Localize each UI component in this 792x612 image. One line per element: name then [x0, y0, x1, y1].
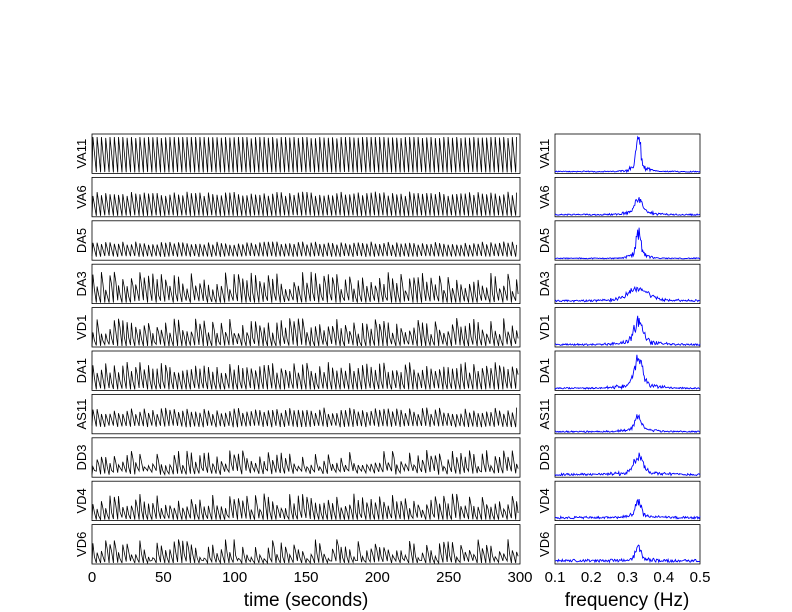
time-series-trace [91, 136, 517, 173]
frequency-tick-label: 0.1 [545, 569, 566, 586]
time-panel-vd6 [91, 524, 521, 565]
time-series-trace [91, 407, 517, 428]
time-panel-label: DD3 [74, 444, 89, 470]
spectrum-panel-va6 [554, 176, 701, 218]
time-panel-va6 [91, 176, 521, 218]
spectrum-panel-label: AS11 [537, 399, 552, 430]
frequency-tick-label: 0.2 [581, 569, 602, 586]
panels: VA11 VA11 VA6 VA6 DA5 DA5 DA3 DA3 VD1 VD1 DA1 DA1 AS… [74, 133, 701, 565]
time-series-trace [91, 539, 519, 565]
time-tick-label: 300 [507, 569, 532, 586]
spectrum-panel-label: DA3 [537, 271, 552, 296]
time-panel-dd3 [91, 437, 521, 478]
spectrum-panel-label: VD1 [537, 315, 552, 340]
time-series-trace [91, 361, 519, 390]
spectrum-panel-vd6 [554, 524, 701, 565]
time-series-trace [91, 241, 517, 257]
time-panel-label: AS11 [74, 399, 89, 430]
spectrum-panel-vd4 [554, 480, 701, 522]
spectrum-trace [554, 227, 701, 260]
time-panel-da5 [91, 220, 521, 261]
spectrum-trace [554, 414, 701, 434]
spectrum-panel-label: DD3 [537, 444, 552, 470]
time-tick-label: 200 [365, 569, 390, 586]
time-series-trace [91, 271, 519, 303]
spectrum-panel-da5 [554, 220, 701, 261]
time-tick-label: 0 [88, 569, 96, 586]
spectrum-panel-dd3 [554, 437, 701, 478]
time-panel-label: VD1 [74, 315, 89, 340]
spectrum-panel-label: VA6 [537, 185, 552, 209]
time-tick-label: 100 [222, 569, 247, 586]
time-series-trace [91, 450, 519, 476]
time-panel-da1 [91, 350, 521, 391]
frequency-tick-label: 0.3 [617, 569, 638, 586]
time-panel-da3 [91, 263, 521, 305]
time-axis-label: time (seconds) [244, 590, 369, 611]
spectrum-panel-label: VD6 [537, 532, 552, 557]
spectrum-panel-label: VD4 [537, 488, 552, 513]
time-panel-va11 [91, 133, 521, 174]
spectrum-trace [554, 197, 701, 217]
spectrum-trace [554, 452, 701, 477]
time-panel-vd4 [91, 480, 521, 522]
time-panel-label: VA11 [74, 139, 89, 169]
time-panel-label: DA3 [74, 271, 89, 296]
spectrum-trace [554, 315, 701, 347]
spectrum-panel-as11 [554, 393, 701, 435]
time-panel-vd1 [91, 307, 521, 348]
time-panel-label: DA1 [74, 358, 89, 383]
spectrum-panel-da3 [554, 263, 701, 305]
time-panel-label: VD4 [74, 488, 89, 513]
time-series-trace [91, 493, 519, 522]
frequency-axis-label: frequency (Hz) [565, 590, 690, 611]
spectrum-panel-label: VA11 [537, 139, 552, 169]
time-panel-label: VA6 [74, 185, 89, 209]
spectrum-trace [554, 285, 701, 303]
spectrum-panel-vd1 [554, 307, 701, 348]
time-tick-label: 150 [293, 569, 318, 586]
frequency-tick-label: 0.4 [653, 569, 674, 586]
spectrum-panel-da1 [554, 350, 701, 391]
time-panel-label: VD6 [74, 532, 89, 557]
time-tick-label: 50 [155, 569, 172, 586]
spectrum-panel-va11 [554, 133, 701, 174]
time-series-trace [91, 191, 517, 216]
tick-labels: 0 50 100 150 200 250 300 0.1 0.2 0.3 0.4 0.5 [88, 569, 711, 586]
frequency-tick-label: 0.5 [690, 569, 711, 586]
spectrum-trace [554, 354, 700, 391]
time-tick-label: 250 [436, 569, 461, 586]
time-panel-label: DA5 [74, 228, 89, 253]
time-series-trace [91, 318, 519, 347]
time-panel-as11 [91, 393, 521, 435]
spectrum-trace [554, 544, 701, 564]
spectrum-panel-label: DA1 [537, 358, 552, 383]
spectrum-panel-label: DA5 [537, 228, 552, 253]
spectrum-trace [554, 135, 701, 174]
spectrum-trace [555, 498, 701, 520]
